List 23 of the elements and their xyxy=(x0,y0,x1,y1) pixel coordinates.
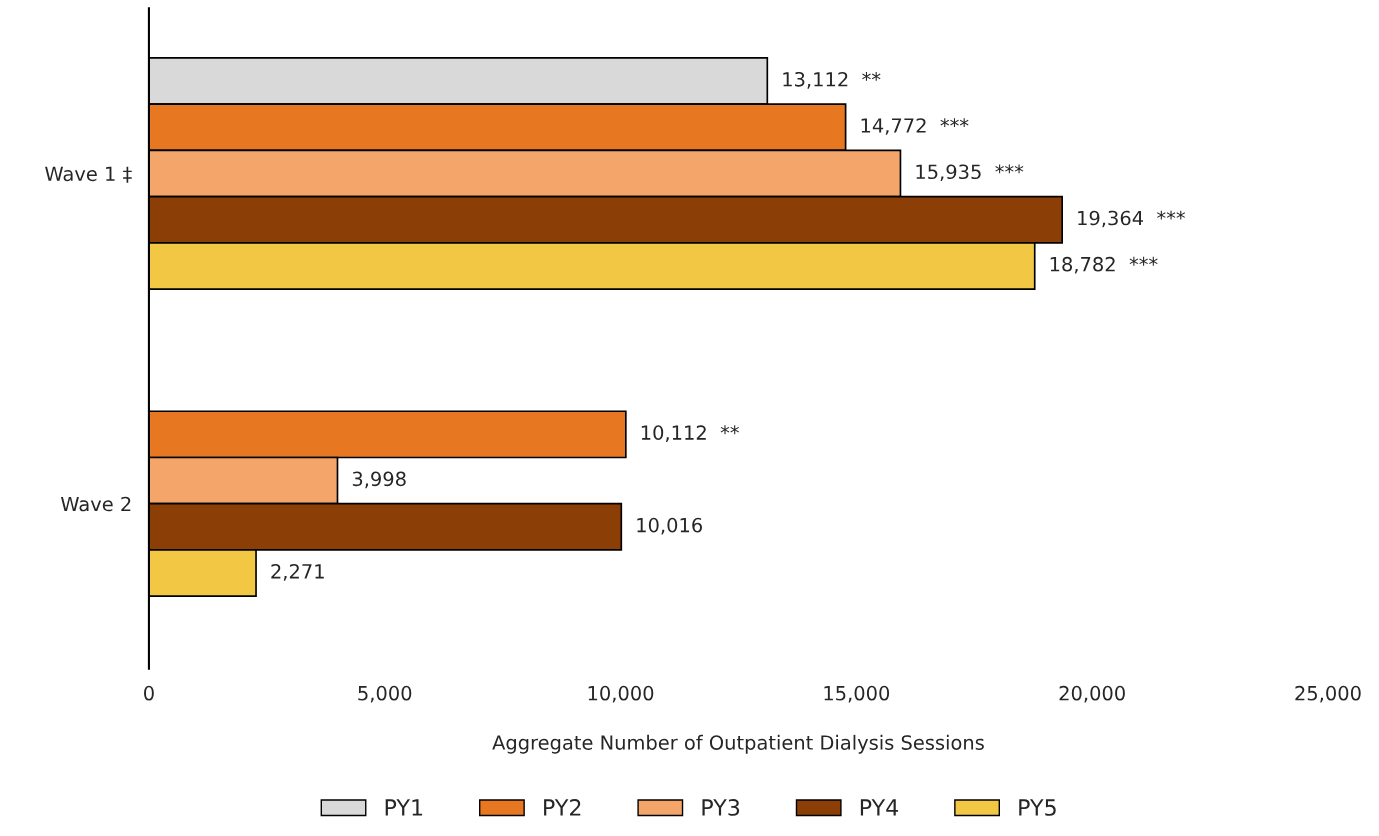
x-tick-label: 5,000 xyxy=(358,685,412,703)
data-label: 2,271 xyxy=(271,563,324,581)
legend-label: PY4 xyxy=(860,799,899,816)
data-label: 14,772 *** xyxy=(861,118,969,135)
x-tick-label: 10,000 xyxy=(588,685,654,703)
x-tick-label: 15,000 xyxy=(824,685,890,703)
legend-label: PY1 xyxy=(385,799,423,816)
data-label: 3,998 xyxy=(352,471,406,489)
y-tick-label: Wave 2 xyxy=(60,496,131,512)
x-tick-label: 0 xyxy=(144,685,154,701)
data-label: 19,364 *** xyxy=(1078,210,1186,228)
data-label: 18,782 *** xyxy=(1050,256,1158,274)
legend-label: PY2 xyxy=(544,799,581,816)
legend-label: PY5 xyxy=(1019,799,1056,816)
data-label: 13,112 ** xyxy=(783,71,881,89)
x-tick-label: 20,000 xyxy=(1059,685,1125,703)
x-tick-label: 25,000 xyxy=(1295,685,1361,703)
data-label: 10,112 ** xyxy=(641,425,739,442)
y-tick-label: Wave 1 ‡ xyxy=(45,166,132,183)
data-label: 10,016 xyxy=(637,517,703,535)
x-axis-title: Aggregate Number of Outpatient Dialysis Sessions xyxy=(492,734,984,754)
legend-label: PY3 xyxy=(702,799,740,816)
data-label: 15,935 *** xyxy=(916,164,1024,182)
